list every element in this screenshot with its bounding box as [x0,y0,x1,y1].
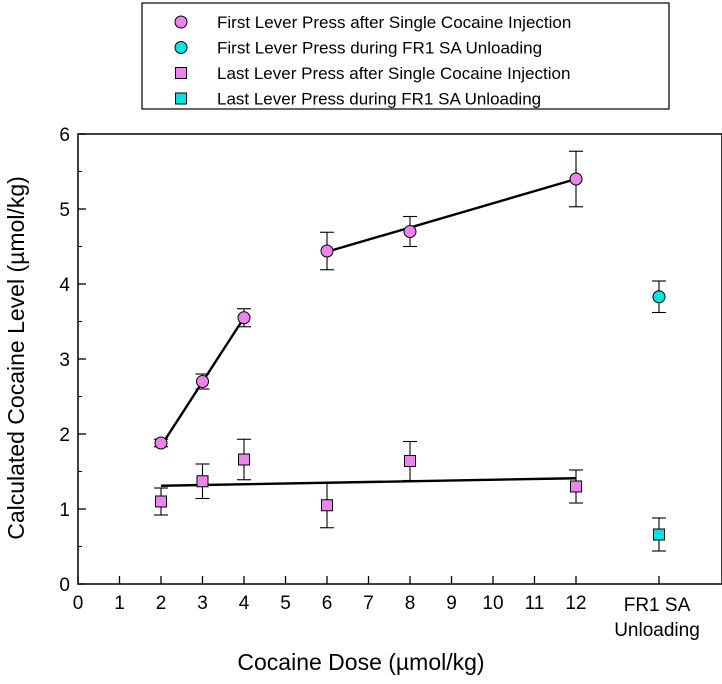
markers [154,172,666,541]
x-tick-label: 12 [565,593,586,614]
x-tick-label: 8 [405,593,416,614]
legend-marker [175,92,187,105]
fit-lines [159,177,577,487]
x-tick-label: 6 [322,593,333,614]
data-point [569,172,583,186]
y-axis-title: Calculated Cocaine Level (µmol/kg) [3,176,29,540]
legend-label: Last Lever Press during FR1 SA Unloading [217,90,541,109]
legend-marker [175,67,187,79]
x-tick-label: 9 [446,593,457,614]
data-point [154,436,168,450]
x-tick-label: 0 [73,593,84,614]
legend-marker [174,15,188,29]
data-point [653,528,665,541]
y-tick-label: 3 [59,350,70,371]
x-axis: 0 1 2 3 4 5 6 7 8 9 10 11 12 [73,576,660,614]
data-point [321,499,333,512]
y-tick-label: 1 [59,500,70,521]
extra-category-label-line1: FR1 SA [624,595,691,616]
x-tick-label: 7 [363,593,374,614]
fit-line [326,177,577,253]
x-tick-label: 4 [239,593,250,614]
legend-label: Last Lever Press after Single Cocaine In… [217,64,570,83]
fit-line [160,477,577,487]
y-tick-label: 0 [59,575,70,596]
data-point [238,453,250,466]
legend-label: First Lever Press after Single Cocaine I… [217,13,571,32]
x-tick-label: 2 [156,593,167,614]
x-tick-label: 1 [114,593,125,614]
error-bars [154,150,666,552]
data-point [196,375,209,388]
data-point [652,290,666,304]
x-tick-label: 5 [280,593,291,614]
plot-frame [77,133,722,585]
x-tick-label: 3 [197,593,208,614]
x-tick-label: 11 [525,593,545,614]
x-tick-label: 10 [482,593,503,614]
extra-category-label-line2: Unloading [614,620,700,641]
data-point [570,480,582,493]
legend-box [141,2,670,110]
data-point [320,244,334,258]
y-axis: 0 1 2 3 4 5 6 [59,125,86,596]
y-tick-label: 6 [59,125,70,146]
data-point [404,455,416,467]
y-tick-label: 5 [59,200,70,221]
legend: First Lever Press after Single Cocaine I… [141,2,670,110]
data-point [403,225,417,238]
data-point [237,311,251,325]
data-point [196,475,209,488]
y-tick-label: 4 [59,275,70,296]
x-axis-title: Cocaine Dose (µmol/kg) [237,649,484,675]
data-point [155,495,167,508]
legend-marker [174,41,188,54]
y-tick-label: 2 [59,425,70,446]
legend-label: First Lever Press during FR1 SA Unloadin… [217,39,542,58]
